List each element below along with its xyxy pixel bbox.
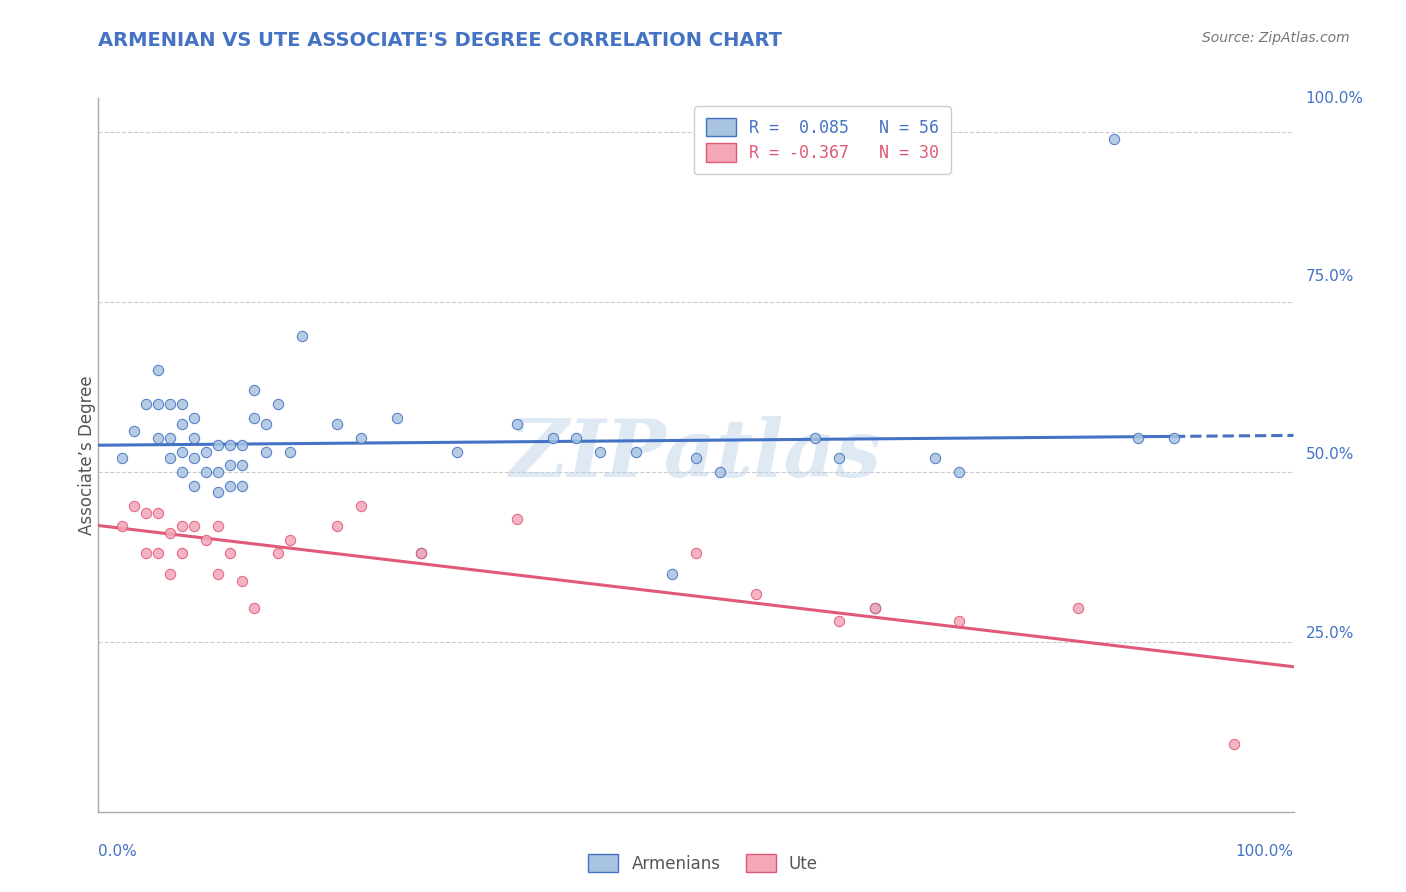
Point [111, 451, 134, 466]
Point [278, 444, 301, 458]
Point [350, 431, 373, 445]
Text: 0.0%: 0.0% [98, 844, 138, 859]
Point [231, 574, 253, 588]
Point [411, 546, 433, 560]
Legend: R =  0.085   N = 56, R = -0.367   N = 30: R = 0.085 N = 56, R = -0.367 N = 30 [695, 106, 950, 174]
Point [267, 546, 290, 560]
Point [267, 397, 290, 411]
Point [172, 465, 194, 479]
Point [828, 615, 851, 629]
Point [243, 410, 266, 425]
Point [685, 546, 707, 560]
Text: ZIPatlas: ZIPatlas [510, 417, 882, 493]
Point [828, 451, 851, 466]
Point [148, 431, 170, 445]
Point [231, 478, 253, 492]
Text: 75.0%: 75.0% [1305, 269, 1354, 284]
Point [207, 438, 229, 452]
Point [1163, 431, 1185, 445]
Point [207, 465, 229, 479]
Point [446, 444, 468, 458]
Point [863, 600, 886, 615]
Point [290, 329, 312, 343]
Point [506, 512, 529, 526]
Point [231, 458, 253, 472]
Point [863, 600, 886, 615]
Point [159, 566, 181, 581]
Point [243, 384, 266, 398]
Point [219, 438, 242, 452]
Point [172, 417, 194, 432]
Point [159, 397, 181, 411]
Point [589, 444, 612, 458]
Point [183, 431, 205, 445]
Point [207, 566, 229, 581]
Point [745, 587, 768, 601]
Point [278, 533, 301, 547]
Point [350, 499, 373, 513]
Text: 50.0%: 50.0% [1305, 448, 1354, 462]
Point [172, 444, 194, 458]
Point [148, 546, 170, 560]
Point [194, 444, 217, 458]
Text: Source: ZipAtlas.com: Source: ZipAtlas.com [1202, 31, 1350, 45]
Point [111, 519, 134, 533]
Point [385, 410, 409, 425]
Point [243, 600, 266, 615]
Point [183, 478, 205, 492]
Point [1067, 600, 1090, 615]
Point [254, 417, 277, 432]
Point [148, 397, 170, 411]
Text: 100.0%: 100.0% [1236, 844, 1294, 859]
Point [948, 465, 970, 479]
Point [804, 431, 827, 445]
Point [709, 465, 731, 479]
Point [1222, 737, 1246, 751]
Point [135, 506, 157, 520]
Point [183, 410, 205, 425]
Point [159, 431, 181, 445]
Point [948, 615, 970, 629]
Point [135, 397, 157, 411]
Point [194, 465, 217, 479]
Point [207, 519, 229, 533]
Point [219, 546, 242, 560]
Y-axis label: Associate’s Degree: Associate’s Degree [79, 376, 96, 534]
Point [124, 424, 146, 438]
Point [183, 519, 205, 533]
Point [326, 519, 349, 533]
Point [685, 451, 707, 466]
Point [194, 533, 217, 547]
Point [124, 499, 146, 513]
Point [661, 566, 683, 581]
Point [148, 506, 170, 520]
Point [183, 451, 205, 466]
Legend: Armenians, Ute: Armenians, Ute [582, 847, 824, 880]
Point [326, 417, 349, 432]
Point [172, 397, 194, 411]
Point [159, 526, 181, 541]
Text: 100.0%: 100.0% [1305, 91, 1364, 105]
Point [924, 451, 946, 466]
Point [565, 431, 588, 445]
Point [411, 546, 433, 560]
Point [207, 485, 229, 500]
Point [172, 546, 194, 560]
Point [541, 431, 564, 445]
Point [506, 417, 529, 432]
Point [135, 546, 157, 560]
Point [624, 444, 647, 458]
Point [254, 444, 277, 458]
Point [159, 451, 181, 466]
Point [1102, 132, 1125, 146]
Point [219, 458, 242, 472]
Point [219, 478, 242, 492]
Text: ARMENIAN VS UTE ASSOCIATE'S DEGREE CORRELATION CHART: ARMENIAN VS UTE ASSOCIATE'S DEGREE CORRE… [98, 31, 782, 50]
Point [1128, 431, 1150, 445]
Point [148, 363, 170, 377]
Point [231, 438, 253, 452]
Text: 25.0%: 25.0% [1305, 626, 1354, 640]
Point [172, 519, 194, 533]
